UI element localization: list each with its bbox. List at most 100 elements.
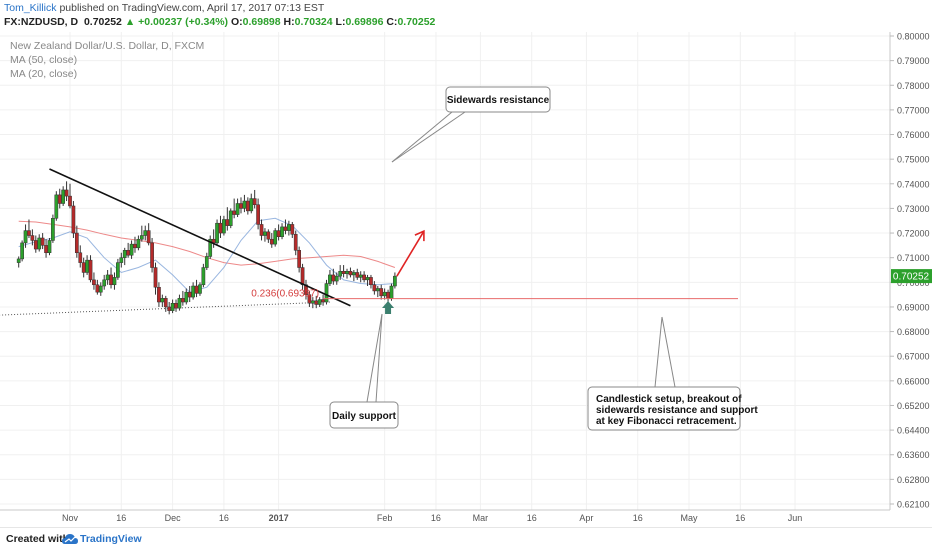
- candle-up: [204, 256, 209, 268]
- candle-up: [122, 250, 127, 258]
- publish-text: published on TradingView.com, April 17, …: [59, 2, 325, 14]
- candle-up: [102, 279, 107, 287]
- daily-support-callout-text: Daily support: [332, 411, 397, 422]
- candle-up: [393, 275, 397, 287]
- author-link[interactable]: Tom_Killick: [4, 2, 57, 14]
- footer: Created with TradingView: [0, 527, 932, 551]
- up-arrow-icon: ▲: [124, 16, 136, 28]
- candle-down: [300, 267, 305, 286]
- candle-down: [71, 205, 76, 234]
- support-trendline: [0, 301, 330, 316]
- candle-down: [283, 226, 288, 231]
- low-label: L:: [335, 16, 346, 28]
- sidewards-callout[interactable]: Sidewards resistance: [391, 86, 551, 163]
- candle-up: [160, 298, 165, 303]
- candle-down: [64, 189, 69, 197]
- candle-up: [198, 284, 202, 294]
- last-price-badge-text: 0.70252: [893, 272, 930, 283]
- candle-up: [112, 277, 117, 286]
- candle-down: [321, 299, 325, 303]
- time-tick-label: 16: [116, 513, 126, 523]
- price-tick-label: 0.69000: [897, 302, 930, 312]
- open-label: O:: [230, 16, 243, 28]
- candle-down: [174, 303, 178, 309]
- candlesticks: [16, 181, 397, 315]
- candle-down: [40, 237, 45, 246]
- grid: [0, 32, 890, 510]
- candle-up: [334, 275, 339, 282]
- setup-callout-line2: sidewards resistance and support: [596, 405, 758, 416]
- candle-up: [170, 303, 175, 311]
- candle-up: [143, 230, 148, 236]
- candle-down: [297, 250, 301, 268]
- candle-down: [266, 231, 271, 240]
- candle-down: [259, 224, 264, 236]
- close-value: 0.70252: [397, 16, 436, 28]
- legend-ma20: MA (20, close): [10, 68, 77, 80]
- candle-down: [225, 219, 230, 226]
- time-tick-label: 16: [219, 513, 229, 523]
- candle-up: [23, 230, 28, 244]
- projection-arrow-line: [396, 230, 425, 277]
- legend-ma50: MA (50, close): [10, 54, 77, 66]
- price-tick-label: 0.62800: [897, 475, 930, 485]
- price-tick-label: 0.67000: [897, 352, 930, 362]
- candle-up: [249, 198, 254, 212]
- candle-down: [146, 230, 151, 244]
- tradingview-cloud-icon: [62, 534, 78, 544]
- candle-down: [372, 284, 377, 292]
- price-tick-label: 0.72000: [897, 229, 930, 239]
- candle-up: [324, 283, 329, 303]
- candle-down: [269, 238, 274, 245]
- candle-down: [290, 224, 295, 235]
- price-chart[interactable]: 0.80000 0.79000 0.78000 0.77000 0.76000 0.750…: [0, 32, 932, 527]
- candle-up: [365, 277, 370, 281]
- low-value: 0.69896: [345, 16, 384, 28]
- price-tick-label: 0.66000: [897, 376, 930, 386]
- candle-down: [126, 250, 130, 256]
- time-tick-label: 2017: [269, 513, 289, 523]
- candle-up: [338, 270, 343, 277]
- candle-up: [184, 291, 189, 303]
- candle-down: [194, 285, 199, 294]
- candle-up: [242, 200, 247, 209]
- candle-up: [37, 237, 42, 250]
- time-tick-label: Feb: [377, 513, 393, 523]
- candle-down: [133, 243, 137, 249]
- fibonacci-level-label: 0.236(0.69337): [251, 289, 319, 300]
- candle-up: [235, 203, 240, 215]
- candle-down: [232, 210, 237, 215]
- price-tick-label: 0.80000: [897, 32, 930, 42]
- setup-callout[interactable]: Candlestick setup, breakout of sidewards…: [587, 316, 758, 431]
- candle-down: [355, 272, 360, 278]
- candle-up: [61, 189, 66, 204]
- time-tick-label: 16: [735, 513, 745, 523]
- setup-callout-box: [587, 386, 741, 431]
- time-tick-label: 16: [527, 513, 537, 523]
- price-tick-label: 0.76000: [897, 130, 930, 140]
- candle-up: [129, 243, 134, 256]
- time-tick-label: Nov: [62, 513, 79, 523]
- resistance-trendline: [49, 168, 351, 307]
- candle-down: [157, 286, 161, 303]
- sidewards-callout-text: Sidewards resistance: [447, 95, 550, 106]
- last-price: 0.70252: [83, 16, 122, 28]
- candle-down: [341, 270, 346, 274]
- price-tick-label: 0.68000: [897, 327, 930, 337]
- projection-arrow-head-icon: [414, 229, 425, 242]
- time-axis[interactable]: Nov 16 Dec 16 2017 Feb 16 Mar 16 Apr 16 May 16 Jun: [62, 513, 802, 523]
- candle-up: [136, 238, 141, 249]
- price-tick-label: 0.64400: [897, 426, 930, 436]
- time-tick-label: Jun: [788, 513, 803, 523]
- candle-up: [20, 242, 24, 260]
- setup-marker-icon: [382, 300, 395, 314]
- tradingview-brand[interactable]: TradingView: [80, 533, 142, 545]
- candle-up: [389, 285, 394, 299]
- candle-down: [331, 274, 336, 282]
- candle-down: [163, 298, 168, 308]
- symbol-quote-line: FX:NZDUSD, D 0.70252 ▲ +0.00237 (+0.34%)…: [4, 16, 435, 28]
- setup-callout-line3: at key Fibonacci retracement.: [596, 416, 737, 427]
- daily-support-callout[interactable]: Daily support: [329, 313, 399, 429]
- candle-down: [307, 294, 312, 304]
- candle-up: [358, 274, 363, 278]
